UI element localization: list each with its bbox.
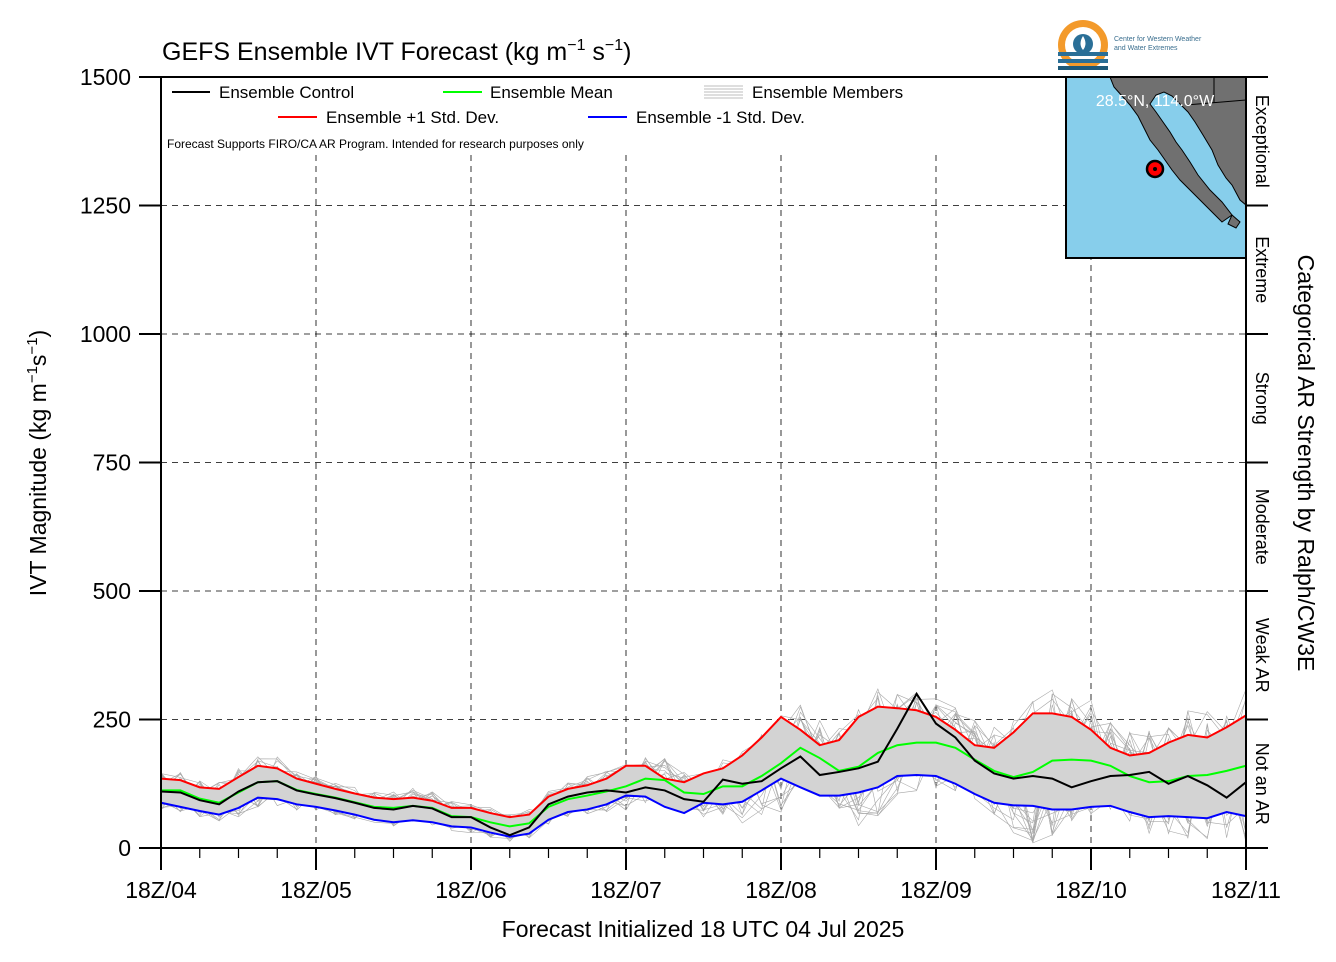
y-tick-label: 1250	[80, 193, 131, 219]
y-tick-label: 250	[93, 707, 131, 733]
inset-map: 28.5°N, 114.0°W	[1065, 76, 1247, 259]
chart-title: GEFS Ensemble IVT Forecast (kg m−1 s−1)	[162, 37, 632, 66]
plus-std-line	[160, 705, 1247, 819]
category-label: Not an AR	[1252, 743, 1272, 825]
y-tick-label: 750	[93, 450, 131, 476]
legend-swatch-members	[704, 85, 743, 99]
category-label: Exceptional	[1252, 95, 1272, 188]
y-tick-label: 0	[118, 835, 131, 861]
y-tick-label: 1000	[80, 321, 131, 347]
x-tick-label: 18Z/06	[435, 877, 507, 903]
inset-location-label: 28.5°N, 114.0°W	[1096, 93, 1215, 110]
category-label: Weak AR	[1252, 618, 1272, 693]
y-tick-label: 1500	[80, 64, 131, 90]
logo-line-2: and Water Extremes	[1114, 45, 1178, 52]
disclaimer-note: Forecast Supports FIRO/CA AR Program. In…	[167, 137, 584, 151]
x-axis-label: Forecast Initialized 18 UTC 04 Jul 2025	[502, 916, 905, 942]
x-tick-label: 18Z/08	[745, 877, 817, 903]
legend-label-mean: Ensemble Mean	[490, 83, 613, 102]
category-label: Extreme	[1252, 236, 1272, 303]
x-tick-label: 18Z/10	[1055, 877, 1127, 903]
x-tick-label: 18Z/11	[1211, 877, 1281, 903]
cw3e-logo-icon	[1058, 20, 1108, 70]
x-axis: 18Z/04 18Z/05 18Z/06 18Z/07 18Z/08 18Z/09 18Z/…	[125, 848, 1281, 903]
legend-label-minus-std: Ensemble -1 Std. Dev.	[636, 108, 805, 127]
inset-border	[1185, 99, 1247, 106]
inset-land	[1109, 76, 1247, 223]
x-tick-label: 18Z/05	[280, 877, 352, 903]
logo-line-1: Center for Western Weather	[1114, 36, 1202, 43]
category-label: Moderate	[1252, 489, 1272, 565]
std-dev-band	[161, 706, 1246, 837]
series-lines	[160, 691, 1247, 838]
member-line	[160, 697, 1247, 836]
x-tick-label: 18Z/04	[125, 877, 197, 903]
legend-label-members: Ensemble Members	[752, 83, 903, 102]
legend-label-control: Ensemble Control	[219, 83, 354, 102]
minus-std-line	[160, 774, 1247, 838]
cw3e-logo: Center for Western Weather and Water Ext…	[1058, 20, 1202, 70]
legend-label-plus-std: Ensemble +1 Std. Dev.	[326, 108, 499, 127]
y-axis: 0 250 500 750 1000 1250 1500	[80, 64, 161, 861]
x-tick-label: 18Z/07	[590, 877, 662, 903]
y-tick-label: 500	[93, 578, 131, 604]
category-axis-label: Categorical AR Strength by Ralph/CW3E	[1293, 255, 1319, 672]
control-line	[160, 691, 1247, 837]
legend: Ensemble Control Ensemble Mean Ensemble …	[172, 83, 903, 127]
location-marker-dot	[1153, 167, 1157, 171]
category-axis: Not an AR Weak AR Moderate Strong Extreme Exc…	[1245, 76, 1272, 849]
inset-frame	[1065, 76, 1247, 259]
y-axis-label: IVT Magnitude (kg m−1s−1)	[24, 330, 51, 596]
inset-baja-tip	[1227, 214, 1241, 229]
category-label: Strong	[1252, 372, 1272, 425]
x-tick-label: 18Z/09	[900, 877, 972, 903]
